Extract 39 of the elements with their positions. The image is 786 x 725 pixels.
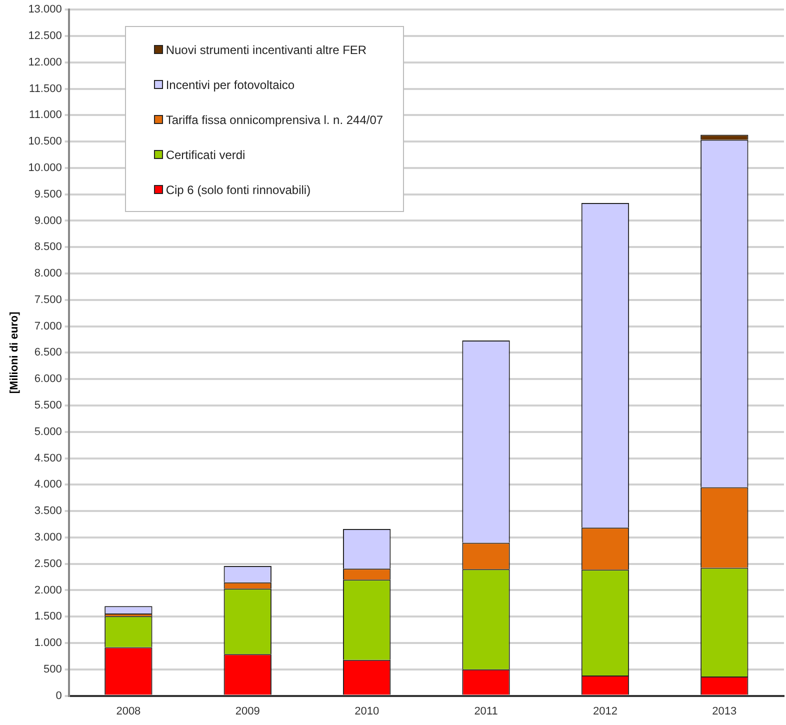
y-tick-label: 10.000 — [28, 162, 62, 174]
y-tick-label: 10.500 — [28, 136, 62, 148]
y-tick-label: 6.500 — [34, 346, 62, 359]
y-tick-label: 7.000 — [34, 320, 62, 332]
legend-label: Cip 6 (solo fonti rinnovabili) — [166, 182, 311, 197]
y-tick-label: 8.500 — [34, 241, 62, 254]
y-tick-label: 11.000 — [29, 109, 62, 122]
y-tick-label: 8.000 — [34, 268, 62, 280]
legend-label: Incentivi per fotovoltaico — [166, 78, 295, 92]
legend-label: Nuovi strumenti incentivanti altre FER — [166, 42, 367, 57]
x-tick-label: 2010 — [354, 705, 380, 718]
y-tick-label: 6.000 — [34, 373, 62, 386]
y-tick-label: 2.000 — [34, 584, 62, 596]
y-tick-label: 13.000 — [28, 4, 62, 16]
y-tick-label: 12.500 — [28, 30, 62, 42]
y-tick-label: 9.000 — [34, 214, 62, 227]
legend-label: Tariffa fissa onnicomprensiva l. n. 244/07 — [166, 112, 384, 127]
y-tick-label: 7.500 — [34, 294, 62, 306]
x-tick-label: 2013 — [712, 705, 737, 718]
y-tick-label: 3.500 — [34, 505, 62, 518]
y-tick-label: 2.500 — [34, 558, 62, 570]
y-tick-label: 9.500 — [34, 188, 62, 200]
x-tick-label: 2008 — [116, 705, 141, 718]
y-tick-label: 5.000 — [34, 426, 62, 438]
legend-label: Certificati verdi — [166, 148, 246, 162]
y-axis-title: [Milioni di euro] — [8, 311, 21, 394]
y-tick-label: 12.000 — [28, 56, 62, 68]
y-tick-label: 5.500 — [34, 400, 62, 412]
y-tick-label: 0 — [56, 690, 62, 702]
y-tick-label: 1.000 — [34, 637, 62, 650]
x-tick-label: 2012 — [592, 705, 618, 718]
y-tick-label: 4.000 — [34, 478, 62, 491]
y-tick-label: 3.000 — [34, 531, 62, 544]
y-tick-label: 500 — [43, 663, 62, 676]
y-tick-label: 4.500 — [34, 452, 62, 464]
y-tick-label: 11.500 — [29, 82, 62, 95]
x-tick-label: 2011 — [474, 705, 498, 718]
x-tick-label: 2009 — [235, 705, 260, 718]
y-tick-label: 1.500 — [34, 610, 62, 623]
